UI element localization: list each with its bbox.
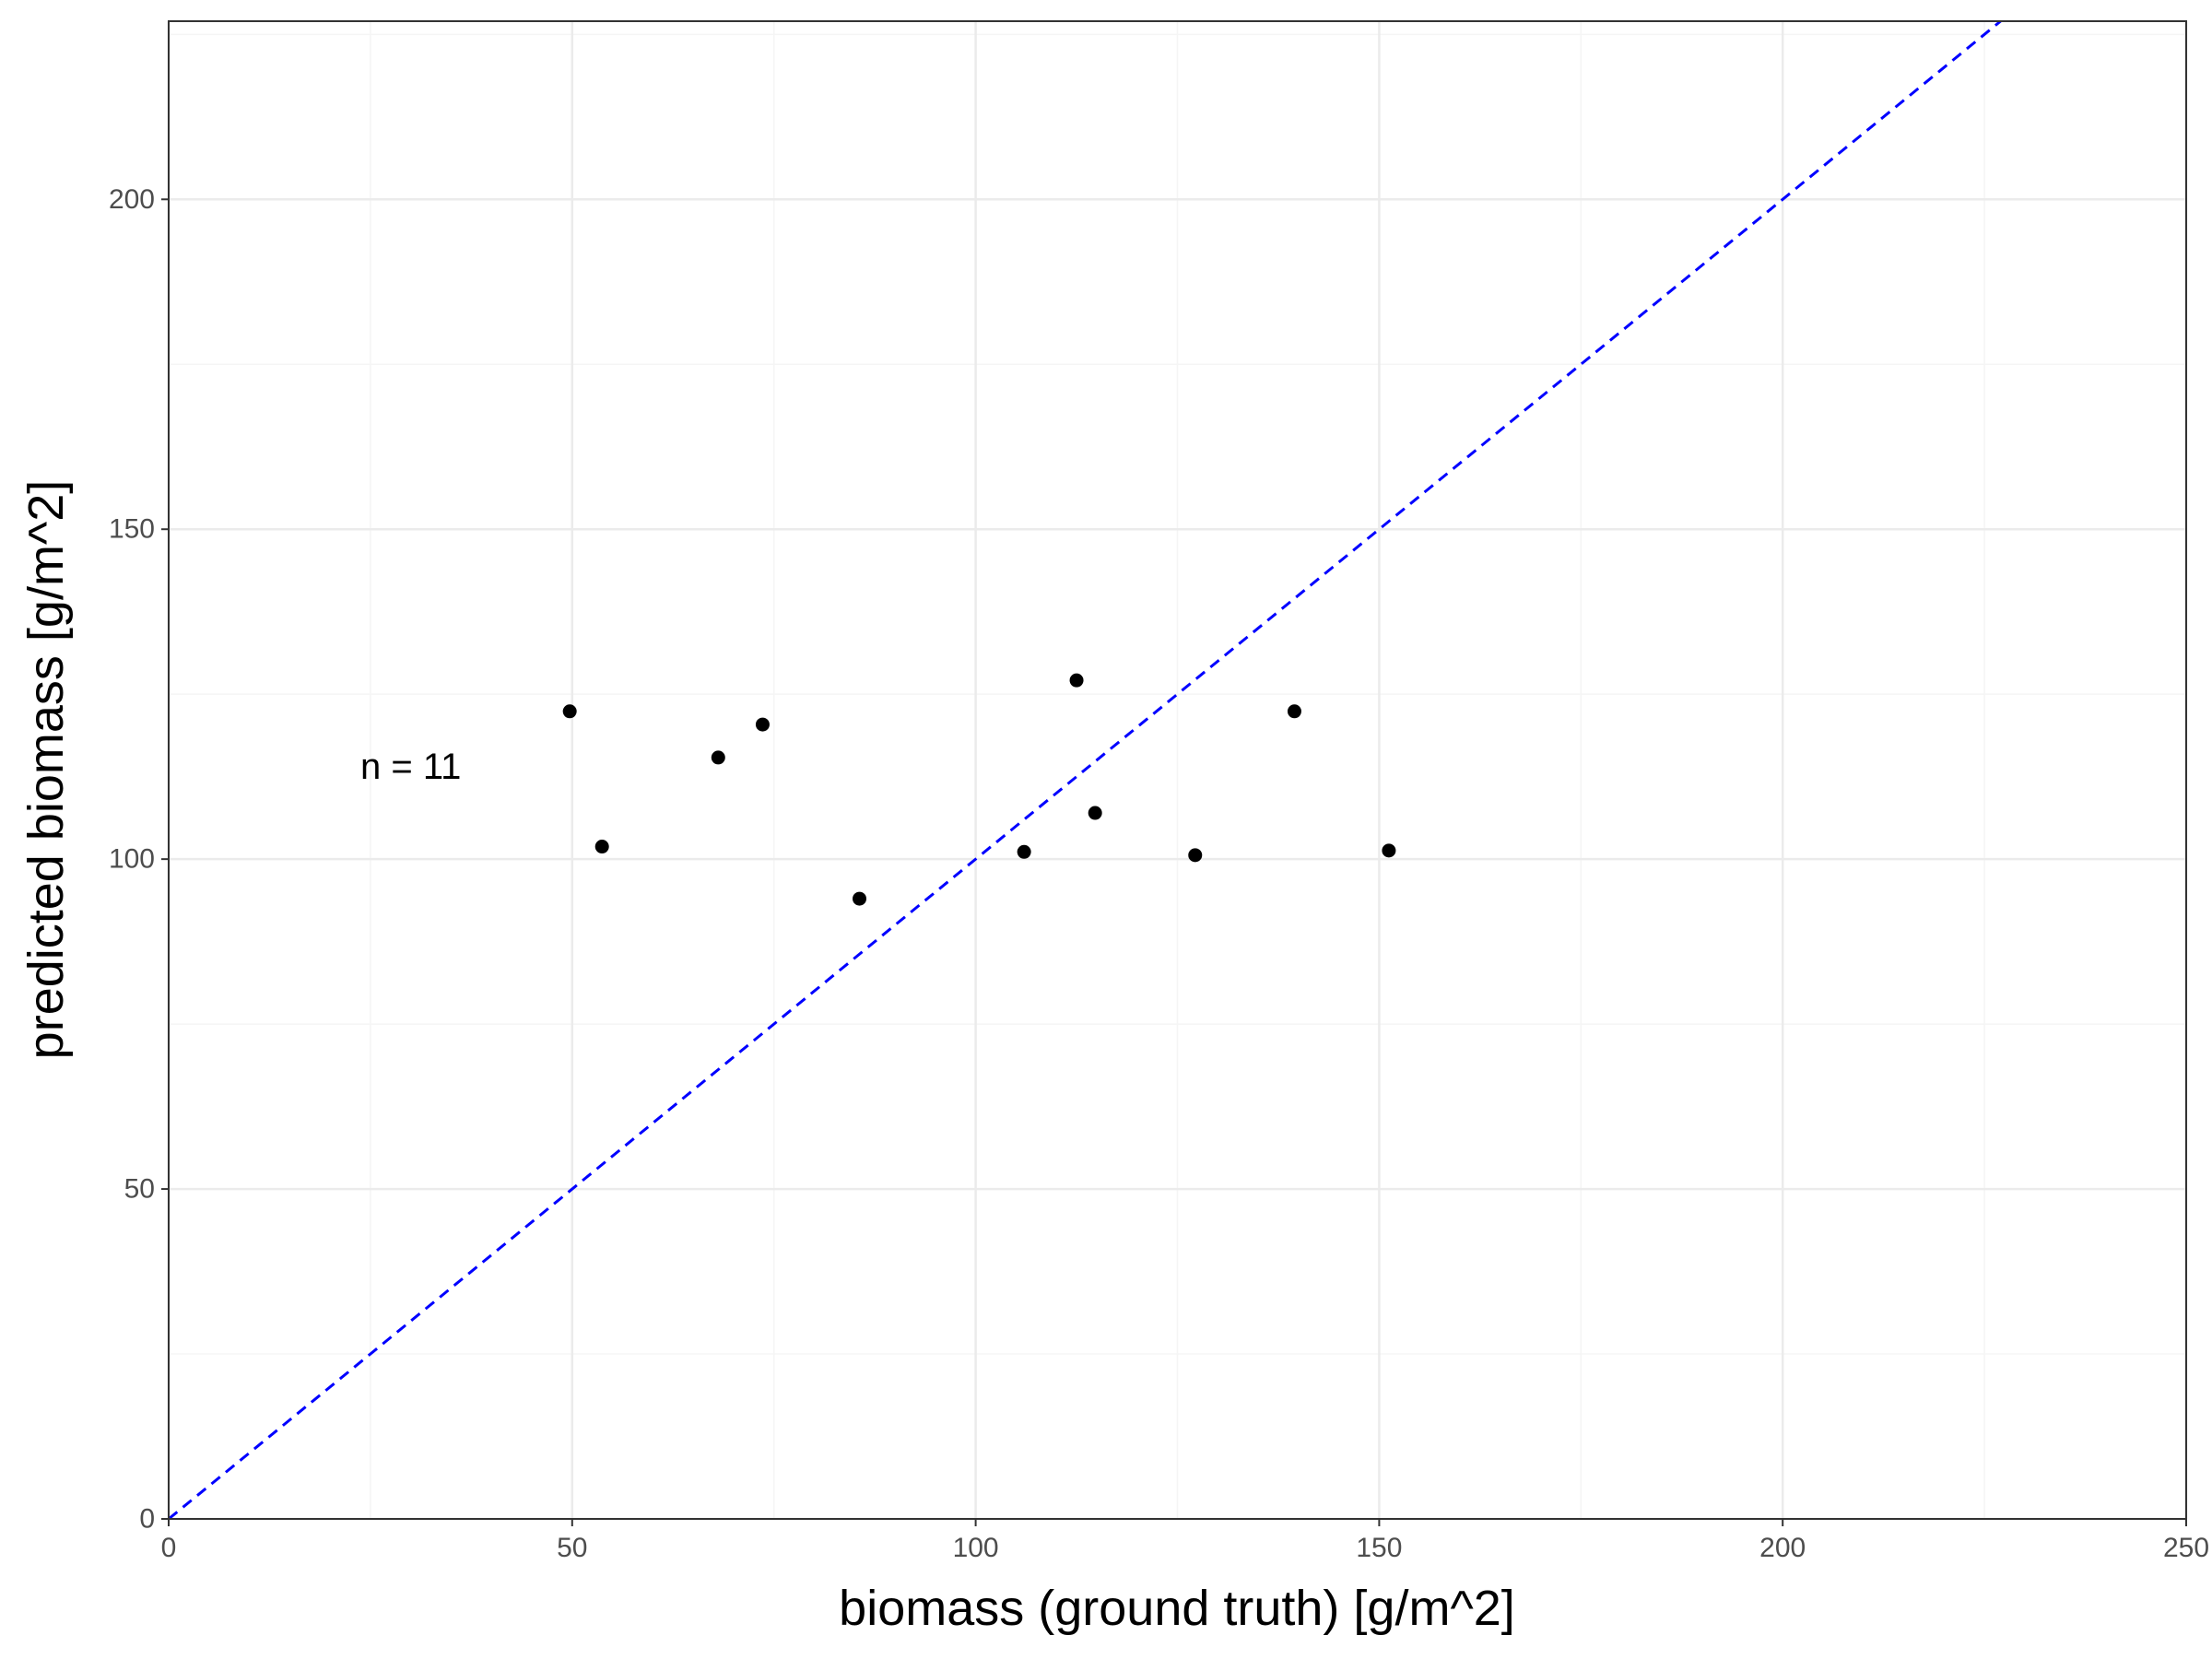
panel-border bbox=[168, 20, 2187, 1520]
y-axis: 0 50 100 150 200 bbox=[109, 184, 169, 1535]
data-point bbox=[711, 750, 725, 765]
x-tick-label: 0 bbox=[161, 1533, 177, 1563]
data-point bbox=[1382, 843, 1396, 858]
data-point bbox=[755, 717, 770, 732]
x-tick-label: 100 bbox=[953, 1533, 999, 1563]
identity-reference-line bbox=[168, 19, 2002, 1521]
data-points bbox=[562, 673, 1396, 906]
x-axis: 0 50 100 150 200 250 bbox=[161, 1519, 2209, 1563]
x-tick-label: 200 bbox=[1759, 1533, 1806, 1563]
y-tick-label: 150 bbox=[109, 514, 155, 545]
y-tick-label: 100 bbox=[109, 844, 155, 875]
sample-size-annotation: n = 11 bbox=[360, 747, 461, 787]
data-point bbox=[562, 704, 577, 719]
y-tick-label: 0 bbox=[139, 1504, 155, 1535]
x-tick-label: 150 bbox=[1356, 1533, 1402, 1563]
x-axis-title: biomass (ground truth) [g/m^2] bbox=[839, 1581, 1515, 1636]
minor-gridlines bbox=[169, 21, 2186, 1519]
data-point bbox=[594, 840, 609, 854]
annotation-layer: n = 11 bbox=[360, 747, 461, 787]
data-point bbox=[1188, 848, 1203, 863]
data-point bbox=[1017, 844, 1031, 859]
y-tick-label: 200 bbox=[109, 184, 155, 215]
data-point bbox=[1088, 806, 1102, 820]
data-point bbox=[1069, 673, 1084, 688]
data-point bbox=[853, 891, 867, 906]
data-point bbox=[1287, 704, 1301, 719]
reference-line-layer bbox=[168, 19, 2002, 1521]
y-tick-label: 50 bbox=[124, 1174, 155, 1205]
x-tick-label: 250 bbox=[2163, 1533, 2209, 1563]
y-axis-title: predicted biomass [g/m^2] bbox=[18, 480, 74, 1060]
x-tick-label: 50 bbox=[557, 1533, 587, 1563]
